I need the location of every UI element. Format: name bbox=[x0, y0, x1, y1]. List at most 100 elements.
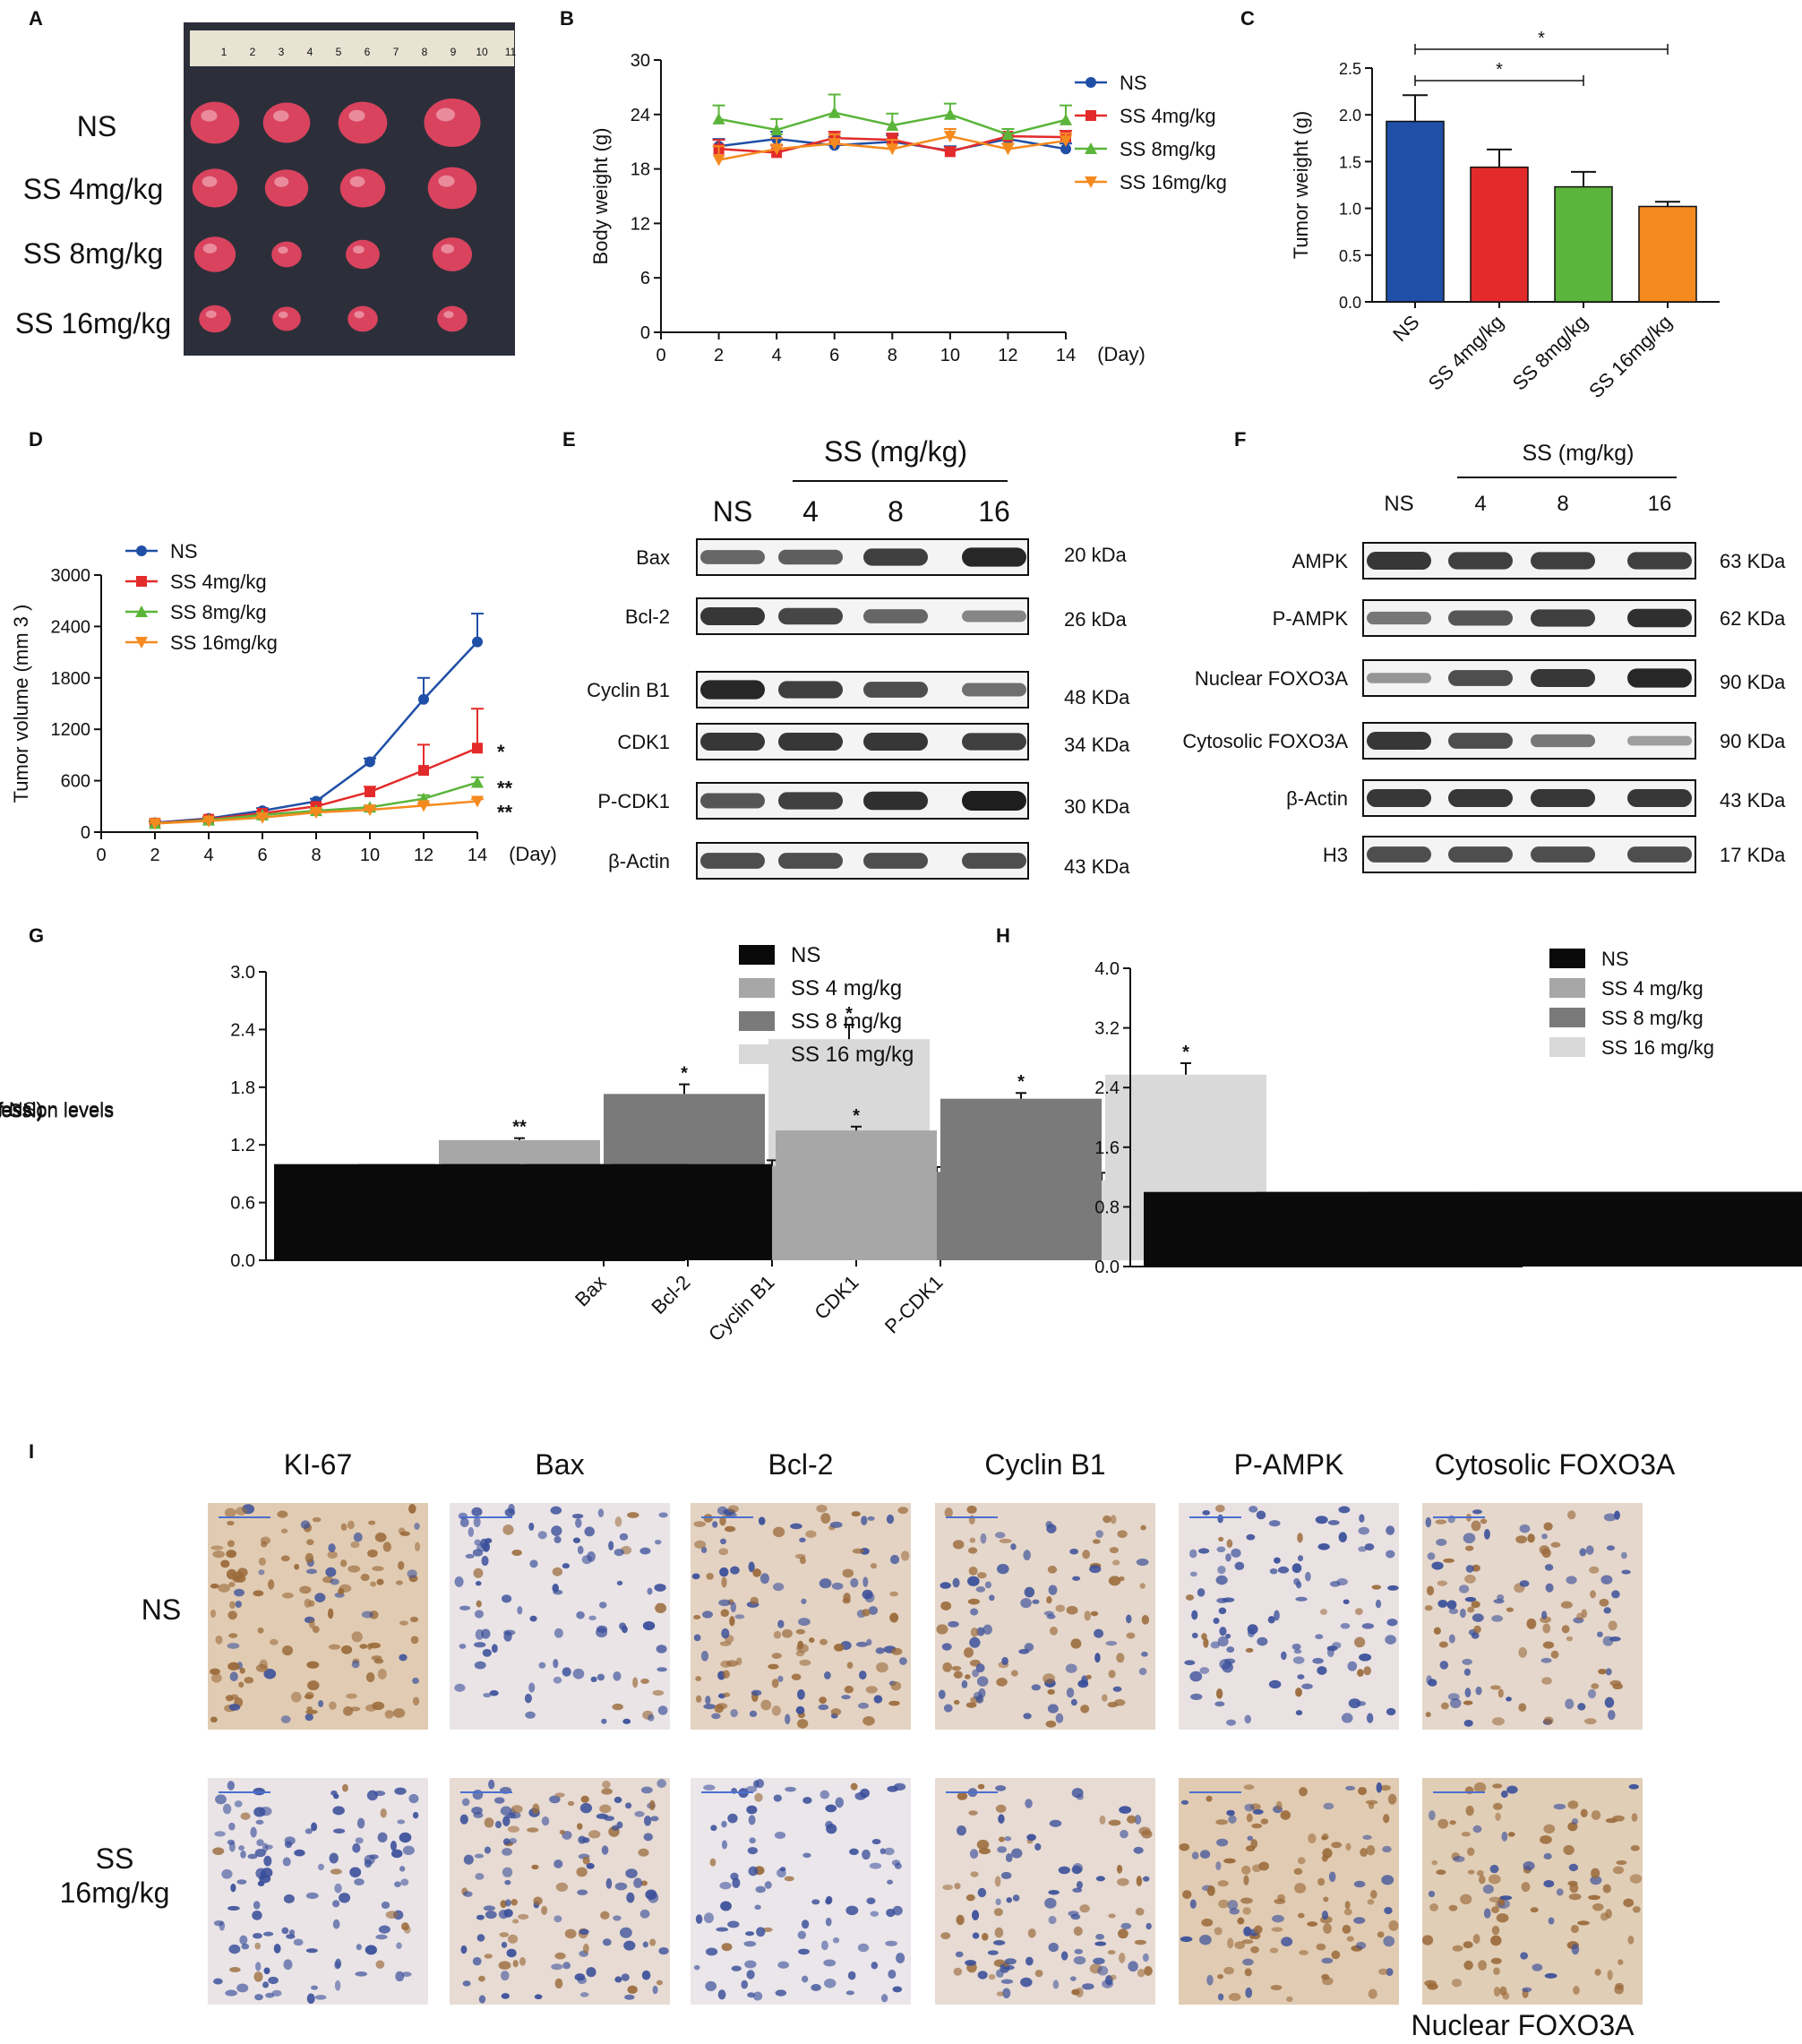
ihc-nucleus bbox=[954, 1883, 961, 1890]
ihc-nucleus bbox=[281, 1593, 294, 1599]
ihc-nucleus bbox=[1307, 1921, 1318, 1927]
significance-mark: ** bbox=[497, 802, 513, 824]
ihc-nucleus bbox=[634, 1810, 645, 1817]
x-axis-label: (Day) bbox=[509, 843, 557, 865]
ihc-nucleus bbox=[1317, 1877, 1326, 1886]
legend-label: SS 16mg/kg bbox=[170, 631, 278, 654]
ihc-nucleus bbox=[394, 1881, 401, 1888]
ihc-nucleus bbox=[396, 1942, 402, 1949]
ihc-nucleus bbox=[1297, 1857, 1306, 1865]
ihc-nucleus bbox=[1072, 1863, 1084, 1874]
ihc-nucleus bbox=[549, 1795, 561, 1804]
x-tick-label: 2 bbox=[150, 846, 159, 865]
ihc-nucleus bbox=[1463, 1533, 1476, 1544]
ihc-nucleus bbox=[1543, 1716, 1554, 1725]
y-tick-label: 3.2 bbox=[1094, 1019, 1120, 1039]
ihc-nucleus bbox=[719, 1881, 732, 1890]
ihc-nucleus bbox=[1368, 1988, 1377, 1999]
ihc-nucleus bbox=[528, 1522, 535, 1531]
ihc-nucleus bbox=[695, 1914, 703, 1924]
ihc-nucleus bbox=[1138, 1826, 1151, 1835]
ihc-nucleus bbox=[775, 1989, 787, 1997]
ihc-nucleus bbox=[1228, 1815, 1237, 1824]
ihc-nucleus bbox=[1371, 1585, 1382, 1590]
ihc-nucleus bbox=[253, 1590, 264, 1597]
ihc-nucleus bbox=[305, 1691, 314, 1699]
ihc-nucleus bbox=[1047, 1704, 1059, 1713]
ihc-nucleus bbox=[654, 1584, 666, 1592]
ihc-nucleus bbox=[1348, 1698, 1361, 1709]
ihc-nucleus bbox=[961, 1679, 968, 1688]
ihc-nucleus bbox=[1299, 1950, 1309, 1955]
ihc-nucleus bbox=[1179, 1842, 1190, 1851]
ihc-nucleus bbox=[601, 1718, 607, 1724]
ihc-nucleus bbox=[564, 1928, 577, 1939]
ihc-nucleus bbox=[1594, 1968, 1601, 1976]
panel-g-expression-chart: 0.00.61.21.82.43.0Relative expression le… bbox=[0, 943, 1266, 1345]
ihc-nucleus bbox=[402, 1845, 415, 1856]
ihc-nucleus bbox=[1136, 1876, 1143, 1886]
ihc-nucleus bbox=[502, 1848, 512, 1856]
ihc-nucleus bbox=[711, 1713, 721, 1720]
ihc-nucleus bbox=[1020, 1598, 1032, 1609]
ihc-nucleus bbox=[729, 1616, 735, 1627]
protein-band bbox=[1367, 673, 1431, 683]
ihc-nucleus bbox=[580, 1795, 589, 1803]
ihc-nucleus bbox=[633, 1877, 643, 1888]
protein-band bbox=[1531, 609, 1595, 627]
ihc-nucleus bbox=[234, 1588, 245, 1597]
ihc-nucleus bbox=[695, 1676, 702, 1681]
ihc-nucleus bbox=[271, 1989, 282, 1997]
protein-band bbox=[1531, 734, 1595, 748]
ihc-nucleus bbox=[1180, 1799, 1189, 1805]
ihc-nucleus bbox=[256, 1839, 264, 1847]
ihc-nucleus bbox=[1217, 1880, 1229, 1887]
ihc-nucleus bbox=[410, 1636, 419, 1645]
ihc-nucleus bbox=[772, 1526, 785, 1538]
ihc-nucleus bbox=[886, 1514, 895, 1524]
ihc-nucleus bbox=[1599, 1598, 1609, 1607]
ihc-nucleus bbox=[1497, 1593, 1505, 1601]
ihc-nucleus bbox=[1338, 1506, 1351, 1514]
ihc-nucleus bbox=[749, 1837, 756, 1844]
tumor bbox=[348, 305, 378, 332]
ihc-nucleus bbox=[969, 1849, 979, 1859]
protein-band bbox=[700, 550, 765, 564]
ihc-nucleus bbox=[1218, 1607, 1227, 1615]
ihc-nucleus bbox=[1112, 1686, 1122, 1692]
protein-band bbox=[1531, 669, 1595, 687]
tumor-highlight bbox=[274, 176, 289, 187]
ihc-nucleus bbox=[784, 1876, 794, 1882]
protein-band bbox=[778, 792, 843, 810]
ihc-nucleus bbox=[264, 1844, 273, 1850]
ihc-nucleus bbox=[1321, 1833, 1329, 1840]
ihc-nucleus bbox=[1185, 1594, 1195, 1601]
ihc-nucleus bbox=[472, 1956, 482, 1966]
data-point bbox=[886, 143, 899, 156]
y-axis-label-sub: (% of CN) bbox=[0, 1100, 43, 1122]
x-tick-label: 12 bbox=[998, 346, 1017, 365]
ihc-nucleus bbox=[471, 1806, 483, 1815]
ihc-nucleus bbox=[553, 1915, 562, 1923]
ihc-nucleus bbox=[975, 1585, 986, 1593]
ihc-nucleus bbox=[1094, 1941, 1107, 1946]
ihc-nucleus bbox=[1199, 1667, 1210, 1674]
ihc-nucleus bbox=[1072, 1576, 1081, 1581]
protein-band bbox=[962, 683, 1026, 697]
ihc-nucleus bbox=[1070, 1698, 1077, 1706]
ihc-nucleus bbox=[1120, 1922, 1132, 1930]
ihc-nucleus bbox=[1566, 1576, 1577, 1585]
ihc-nucleus bbox=[1612, 1866, 1625, 1875]
ihc-nucleus bbox=[355, 1971, 368, 1977]
ihc-nucleus bbox=[293, 1938, 304, 1946]
ihc-nucleus bbox=[212, 1847, 225, 1855]
ihc-nucleus bbox=[1465, 1565, 1474, 1573]
ihc-nucleus bbox=[642, 1620, 656, 1631]
ihc-nucleus bbox=[1458, 1585, 1470, 1593]
ihc-nucleus bbox=[1217, 1514, 1223, 1524]
ihc-nucleus bbox=[1343, 1908, 1352, 1916]
ihc-nucleus bbox=[798, 1618, 811, 1627]
ihc-nucleus bbox=[1507, 1832, 1515, 1837]
ihc-nucleus bbox=[819, 1638, 828, 1645]
ihc-nucleus bbox=[799, 1557, 806, 1565]
